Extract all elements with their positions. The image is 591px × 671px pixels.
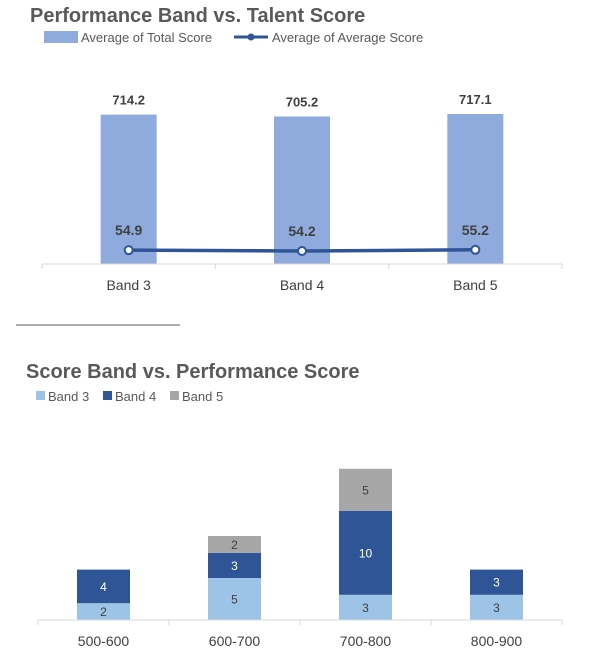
chart1-bar-label: 714.2: [112, 93, 145, 108]
chart1-bar-label: 717.1: [459, 92, 492, 107]
chart2-segment-label: 10: [359, 546, 373, 560]
chart1-bar: [274, 116, 330, 264]
chart2-segment-label: 3: [362, 601, 369, 615]
chart2-bar-segment: [77, 569, 130, 604]
chart2-bar-segment: [208, 578, 261, 620]
chart2-bar-segment: [208, 552, 261, 578]
chart2-legend-band4-label: Band 4: [115, 389, 156, 404]
chart2-x-label: 800-900: [471, 633, 523, 649]
chart2-legend-band3-label: Band 3: [48, 389, 89, 404]
chart1-x-label: Band 4: [280, 277, 325, 293]
chart1-x-labels: Band 3 Band 4 Band 5: [106, 277, 497, 293]
chart2-legend-band5-swatch: [170, 391, 179, 400]
chart1-title: Performance Band vs. Talent Score: [30, 5, 365, 27]
chart1-x-label: Band 5: [453, 277, 498, 293]
chart1-legend-bar-swatch: [44, 31, 78, 43]
chart2-legend-band5-label: Band 5: [182, 389, 223, 404]
chart2-segment-label: 4: [100, 580, 107, 594]
chart2-legend: Band 3 Band 4 Band 5: [36, 389, 223, 404]
chart2-bar-segment: [339, 510, 392, 595]
chart1-legend-bar-label: Average of Total Score: [81, 30, 212, 45]
chart1-line-label: 54.9: [115, 222, 142, 238]
chart2-bar-segment: [339, 468, 392, 511]
chart2-x-label: 500-600: [78, 633, 130, 649]
chart1-bar-label: 705.2: [286, 94, 319, 109]
chart2-segment-label: 5: [362, 483, 369, 497]
chart2-bar-segment: [339, 594, 392, 620]
chart1-x-label: Band 3: [106, 277, 151, 293]
chart2-x-labels: 500-600 600-700 700-800 800-900: [78, 633, 523, 649]
chart1-line-point: [123, 245, 134, 256]
chart2-bar-segment: [208, 536, 261, 553]
chart2-title: Score Band vs. Performance Score: [26, 361, 359, 383]
chart1-line-label: 55.2: [462, 222, 489, 238]
chart1-bar: [447, 114, 504, 264]
performance-band-chart: Performance Band vs. Talent Score Averag…: [30, 5, 563, 293]
chart1-line-point: [297, 246, 307, 256]
chart2-bar-segment: [470, 594, 523, 620]
chart2-bar-segment: [470, 569, 523, 595]
chart2-segment-label: 2: [231, 538, 238, 552]
score-band-chart: Score Band vs. Performance Score Band 3 …: [26, 361, 563, 649]
chart2-segment-label: 5: [231, 593, 238, 607]
chart1-axis-ticks: [41, 264, 563, 269]
chart1-line-series: 54.9 54.2 55.2: [115, 222, 489, 256]
chart2-axis-ticks: [37, 620, 563, 625]
chart2-segment-label: 3: [493, 601, 500, 615]
chart1-legend: Average of Total Score Average of Averag…: [44, 30, 423, 45]
chart2-legend-band3-swatch: [36, 391, 45, 400]
chart2-bars: 2 4 5 3 2 3 10 5 3 3: [77, 468, 523, 620]
chart2-legend-band4-swatch: [103, 391, 112, 400]
chart2-segment-label: 3: [493, 576, 500, 590]
chart1-line-label: 54.2: [288, 223, 315, 239]
chart1-legend-line-label: Average of Average Score: [272, 30, 423, 45]
chart2-segment-label: 2: [100, 605, 107, 619]
chart1-line-point: [470, 244, 481, 255]
chart2-segment-label: 3: [231, 559, 238, 573]
chart2-x-label: 600-700: [209, 633, 261, 649]
chart1-bar: [100, 114, 157, 264]
chart2-x-label: 700-800: [340, 633, 392, 649]
chart1-bars: 714.2 705.2 717.1: [100, 92, 504, 264]
chart2-bar-segment: [77, 603, 130, 620]
chart1-legend-line-marker: [247, 33, 255, 41]
